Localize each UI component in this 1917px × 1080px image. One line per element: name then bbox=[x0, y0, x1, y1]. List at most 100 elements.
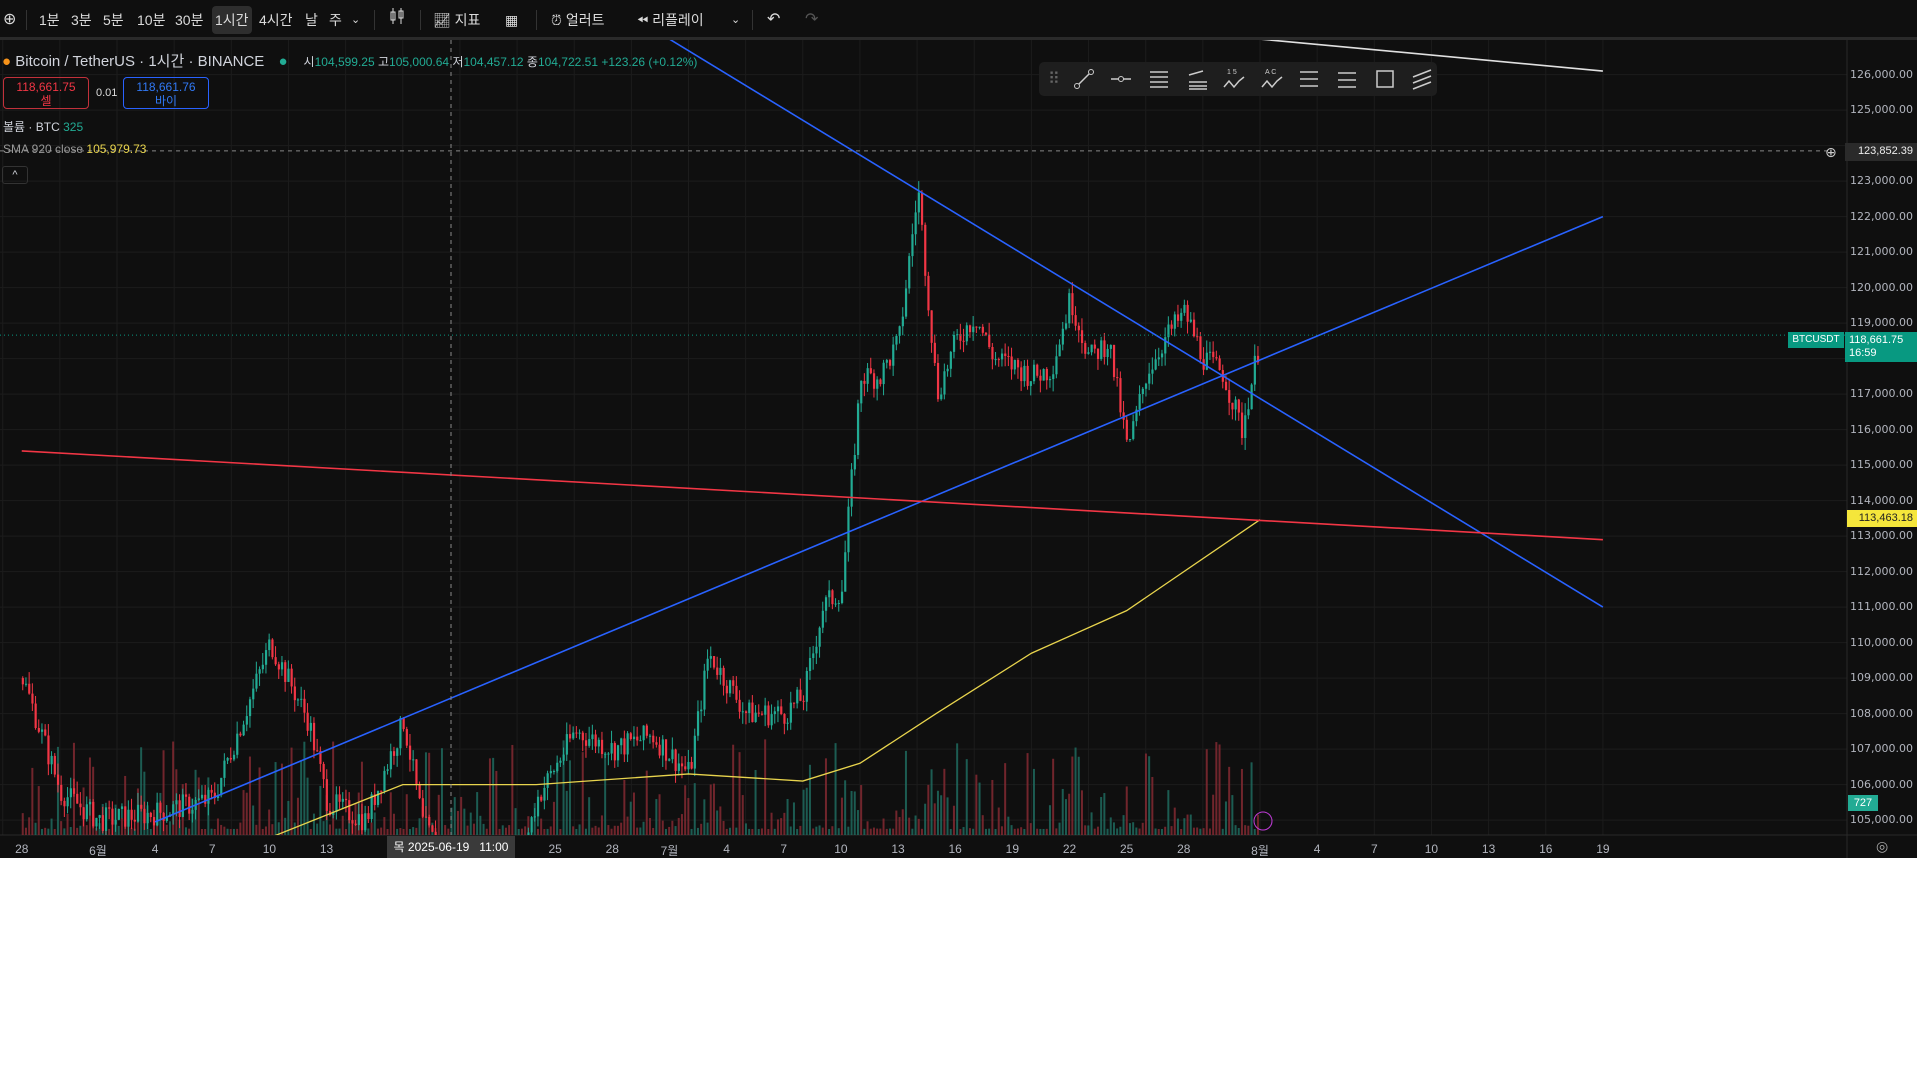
volume-bar bbox=[949, 829, 952, 835]
volume-bar bbox=[924, 803, 927, 835]
volume-bar bbox=[66, 814, 69, 835]
candle bbox=[549, 771, 552, 774]
redo-icon[interactable]: ↷ bbox=[805, 11, 819, 28]
crosshair-time-label: 목 2025-06-19 11:00 bbox=[387, 836, 515, 858]
candle bbox=[213, 792, 216, 799]
parallel-channel-tool-icon[interactable] bbox=[1144, 65, 1174, 93]
elliott-wave-15-tool-icon[interactable]: 1 5 bbox=[1219, 65, 1249, 93]
candle bbox=[1192, 319, 1196, 337]
sma-legend[interactable]: SMA 920 close 105,979.73 bbox=[3, 142, 146, 156]
volume-bar bbox=[1122, 815, 1125, 835]
undo-icon[interactable]: ↶ bbox=[767, 11, 781, 28]
candle bbox=[757, 712, 760, 714]
trend-line-tool-icon[interactable] bbox=[1069, 65, 1099, 93]
candle bbox=[671, 749, 674, 760]
volume-bar bbox=[335, 828, 338, 835]
candle bbox=[1122, 412, 1125, 420]
candle bbox=[1112, 344, 1116, 378]
candle bbox=[748, 702, 751, 714]
candle bbox=[901, 316, 904, 327]
volume-bar bbox=[156, 823, 159, 835]
horizontal-ray-tool-icon[interactable] bbox=[1106, 65, 1136, 93]
fib-extension-tool-icon[interactable] bbox=[1332, 65, 1362, 93]
volume-bar bbox=[1138, 828, 1141, 835]
candle bbox=[770, 714, 773, 726]
candle bbox=[645, 725, 648, 736]
sell-button[interactable]: 118,661.75 셀 bbox=[3, 77, 89, 109]
time-tick: 28 bbox=[605, 842, 619, 856]
candle bbox=[63, 800, 66, 807]
volume-legend[interactable]: 볼륨 · BTC 325 bbox=[3, 118, 83, 135]
volume-bar bbox=[1244, 825, 1247, 835]
interval-2[interactable]: 5분 bbox=[103, 12, 124, 28]
candle-style-icon[interactable] bbox=[386, 6, 408, 34]
candle bbox=[687, 761, 690, 770]
volume-bar bbox=[821, 827, 824, 835]
lightning-event-icon bbox=[1253, 811, 1273, 831]
candle bbox=[232, 754, 236, 760]
volume-bar bbox=[1106, 828, 1109, 835]
interval-4[interactable]: 30분 bbox=[175, 12, 204, 28]
volume-bar bbox=[1202, 828, 1205, 835]
replay-dropdown-chevron-icon[interactable]: ⌄ bbox=[731, 14, 741, 26]
volume-bar bbox=[741, 795, 744, 835]
rectangle-tool-icon[interactable] bbox=[1370, 65, 1400, 93]
candle bbox=[335, 794, 338, 812]
candle bbox=[780, 706, 783, 715]
buy-button[interactable]: 118,661.76 바이 bbox=[123, 77, 209, 109]
candle bbox=[930, 310, 933, 343]
add-alert-plus-icon[interactable]: ⊕ bbox=[1825, 144, 1837, 160]
interval-6[interactable]: 4시간 bbox=[259, 12, 293, 28]
candle bbox=[876, 379, 879, 389]
volume-bar bbox=[732, 744, 735, 835]
interval-3[interactable]: 10분 bbox=[137, 12, 166, 28]
candle bbox=[1010, 356, 1013, 370]
drag-handle-icon[interactable]: ⠿ bbox=[1048, 71, 1060, 88]
candle bbox=[533, 816, 536, 818]
candle bbox=[1138, 394, 1141, 410]
volume-bar bbox=[812, 828, 815, 835]
candle bbox=[21, 678, 24, 685]
elliott-wave-ac-tool-icon[interactable]: A C bbox=[1257, 65, 1287, 93]
interval-7[interactable]: 날 bbox=[305, 12, 318, 28]
pitchfork-tool-icon[interactable] bbox=[1182, 65, 1212, 93]
volume-bar bbox=[1237, 827, 1240, 835]
interval-5[interactable]: 1시간 bbox=[212, 6, 252, 34]
volume-bar bbox=[1154, 828, 1157, 835]
volume-bar bbox=[850, 791, 853, 835]
collapse-legend-button[interactable]: ^ bbox=[2, 166, 28, 184]
symbol-legend[interactable]: ● Bitcoin / TetherUS · 1시간 · BINANCE ● bbox=[2, 50, 288, 71]
interval-1[interactable]: 3분 bbox=[71, 12, 92, 28]
candle bbox=[722, 667, 725, 686]
replay-button[interactable]: ⏪︎ 리플레이 bbox=[634, 6, 707, 34]
candle bbox=[940, 394, 943, 400]
candle bbox=[143, 808, 146, 824]
chart-settings-icon[interactable]: ◎ bbox=[1876, 838, 1889, 854]
volume-bar bbox=[1170, 826, 1173, 835]
layout-templates-icon[interactable]: ▦ bbox=[505, 12, 519, 28]
volume-bar bbox=[1173, 807, 1176, 835]
fib-retracement-tool-icon[interactable] bbox=[1295, 65, 1325, 93]
interval-0[interactable]: 1분 bbox=[39, 12, 60, 28]
volume-bar bbox=[34, 822, 37, 835]
candle bbox=[114, 819, 117, 825]
candle bbox=[197, 798, 200, 800]
volume-bar bbox=[962, 827, 965, 835]
candle bbox=[677, 763, 680, 771]
volume-bar bbox=[757, 828, 760, 835]
price-chart[interactable] bbox=[0, 40, 1917, 858]
indicators-button[interactable]: 📈︎ 지표 bbox=[430, 6, 483, 34]
volume-bar bbox=[415, 827, 418, 835]
alert-button[interactable]: ⏰︎ 얼러트 bbox=[548, 6, 607, 34]
interval-dropdown-chevron-icon[interactable]: ⌄ bbox=[351, 14, 361, 26]
parallel-lines-tool-icon[interactable] bbox=[1407, 65, 1437, 93]
volume-bar bbox=[1052, 758, 1055, 835]
volume-bar bbox=[690, 828, 693, 835]
volume-bar bbox=[1080, 790, 1083, 835]
candle bbox=[24, 683, 28, 685]
add-symbol-icon[interactable]: ⊕ bbox=[3, 11, 17, 28]
order-quantity[interactable]: 0.01 bbox=[96, 87, 118, 99]
interval-8[interactable]: 주 bbox=[329, 12, 342, 28]
close-value: 104,722.51 bbox=[537, 55, 599, 69]
candle bbox=[885, 360, 888, 363]
